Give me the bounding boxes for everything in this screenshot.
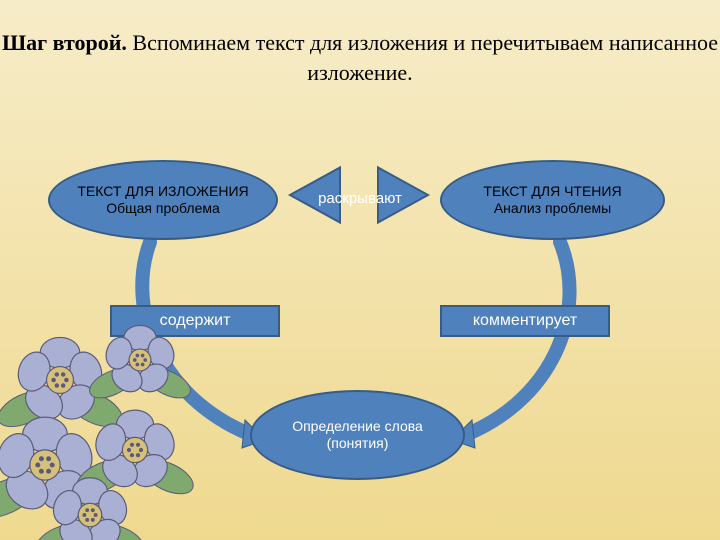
ell-left-line1: ТЕКСТ ДЛЯ ИЗЛОЖЕНИЯ xyxy=(77,183,248,201)
node-text-for-exposition: ТЕКСТ ДЛЯ ИЗЛОЖЕНИЯ Общая проблема xyxy=(48,160,278,240)
label-reveal: раскрывают xyxy=(300,190,420,207)
ell-bottom-line2: (понятия) xyxy=(292,435,423,453)
ell-right-line2: Анализ проблемы xyxy=(483,200,621,218)
ell-bottom-line1: Определение слова xyxy=(292,418,423,436)
ell-right-line1: ТЕКСТ ДЛЯ ЧТЕНИЯ xyxy=(483,183,621,201)
node-definition: Определение слова (понятия) xyxy=(250,390,465,480)
label-comments-text: комментирует xyxy=(473,312,577,330)
ell-left-line2: Общая проблема xyxy=(77,200,248,218)
flower-decoration xyxy=(0,290,220,540)
node-text-for-reading: ТЕКСТ ДЛЯ ЧТЕНИЯ Анализ проблемы xyxy=(440,160,665,240)
label-comments: комментирует xyxy=(440,305,610,337)
